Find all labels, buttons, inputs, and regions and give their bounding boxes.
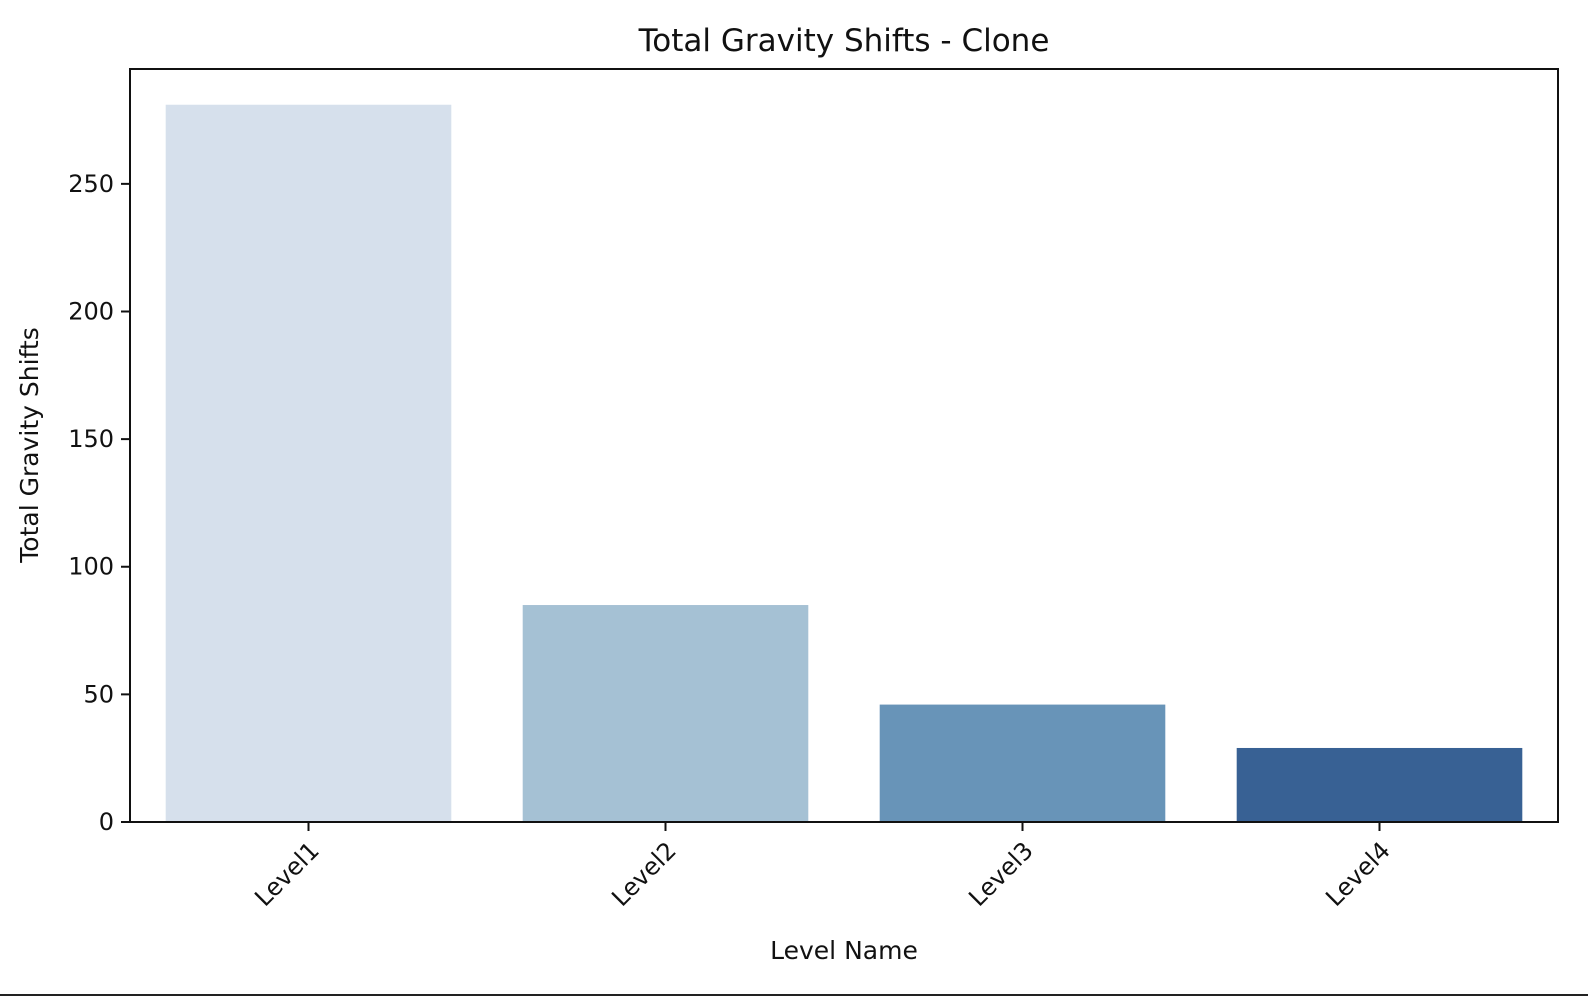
y-tick-label: 200 [68,297,114,325]
x-tick-label: Level4 [1320,836,1395,911]
x-tick-label: Level3 [963,836,1038,911]
x-axis-label: Level Name [770,936,918,965]
y-tick-label: 250 [68,170,114,198]
x-axis: Level1 Level2 Level3 Level4 [249,822,1396,912]
y-tick-label: 150 [68,425,114,453]
bottom-divider [0,994,1588,996]
x-tick-label: Level1 [249,836,324,911]
plot-frame [129,68,1559,823]
bar-level4 [1236,747,1523,822]
bar-level2 [522,605,809,822]
y-tick-label: 0 [99,808,114,836]
bars-group [165,104,1523,822]
y-tick-label: 100 [68,553,114,581]
bar-level1 [165,104,452,822]
x-tick-label: Level2 [606,836,681,911]
bar-level3 [879,704,1166,822]
chart-title: Total Gravity Shifts - Clone [638,23,1050,59]
y-tick-label: 50 [83,680,114,708]
y-axis: 0 50 100 150 200 250 [68,170,130,836]
y-axis-label: Total Gravity Shifts [15,327,44,563]
